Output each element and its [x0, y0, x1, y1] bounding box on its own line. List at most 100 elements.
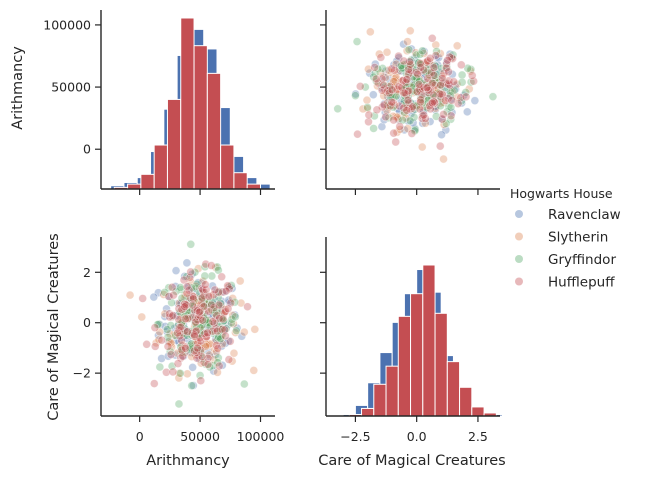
scatter-point-hufflepuff: [207, 261, 216, 270]
legend-marker-ravenclaw: [515, 210, 523, 218]
scatter-point-hufflepuff: [183, 327, 192, 337]
scatter-point-gryffindor: [384, 113, 394, 123]
scatter-point-hufflepuff: [210, 285, 220, 295]
legend: Hogwarts House Ravenclaw Slytherin Gryffin…: [510, 186, 621, 291]
scatter-point-hufflepuff: [403, 95, 413, 105]
scatter-point-hufflepuff: [190, 330, 199, 340]
scatter-point-gryffindor: [333, 104, 343, 114]
hist-care-bar-hufflepuff: [410, 293, 424, 417]
scatter-point-hufflepuff: [435, 141, 445, 151]
scatter-point-ravenclaw: [379, 115, 389, 125]
scatter-point-gryffindor: [216, 334, 225, 343]
scatter-point-gryffindor: [352, 37, 362, 46]
hist-care-bar-hufflepuff: [471, 406, 485, 417]
scatter-point-slytherin: [362, 95, 372, 105]
xlabel-arithmancy: Arithmancy: [146, 453, 230, 469]
xlabel-care: Care of Magical Creatures: [318, 453, 505, 469]
scatter-point-hufflepuff: [394, 51, 403, 61]
scatter-point-hufflepuff: [220, 325, 230, 335]
scatter-point-hufflepuff: [221, 331, 230, 341]
scatter-point-slytherin: [194, 264, 203, 273]
scatter-point-gryffindor: [461, 88, 471, 97]
panel-scatter-care-vs-arithmancy: [333, 26, 498, 164]
scatter-point-gryffindor: [175, 369, 185, 378]
scatter-point-gryffindor: [488, 92, 498, 101]
scatter-point-hufflepuff: [178, 351, 187, 361]
scatter-point-slytherin: [366, 27, 375, 37]
scatter-point-slytherin: [213, 368, 222, 377]
scatter-point-gryffindor: [190, 267, 200, 277]
scatter-point-ravenclaw: [171, 266, 181, 275]
panel-hist-arithmancy: [110, 17, 271, 190]
hist-arith-bar-hufflepuff: [206, 72, 222, 190]
scatter-point-hufflepuff: [209, 318, 219, 328]
scatter-point-gryffindor: [363, 103, 372, 112]
scatter-point-slytherin: [228, 294, 237, 303]
scatter-point-ravenclaw: [470, 96, 480, 105]
scatter-point-gryffindor: [457, 70, 467, 80]
scatter-point-slytherin: [249, 366, 259, 375]
scatter-point-gryffindor: [369, 124, 378, 133]
scatter-point-hufflepuff: [423, 74, 432, 83]
xtick-label-arith: 50000: [180, 429, 220, 444]
scatter-point-hufflepuff: [372, 105, 382, 115]
scatter-point-hufflepuff: [413, 69, 422, 79]
scatter-point-hufflepuff: [429, 63, 439, 73]
hist-care-bar-hufflepuff: [459, 386, 473, 417]
scatter-point-hufflepuff: [364, 117, 373, 127]
panel-scatter-arithmancy-vs-care: [125, 239, 260, 409]
scatter-point-hufflepuff: [402, 106, 411, 115]
hist-care-bar-hufflepuff: [361, 407, 375, 417]
scatter-point-hufflepuff: [149, 379, 159, 388]
scatter-point-gryffindor: [155, 362, 165, 372]
scatter-point-hufflepuff: [391, 137, 400, 147]
scatter-point-gryffindor: [398, 115, 407, 125]
scatter-point-hufflepuff: [195, 333, 205, 343]
scatter-point-ravenclaw: [188, 363, 197, 372]
scatter-point-hufflepuff: [163, 342, 173, 351]
ytick-label-arith: 100000: [43, 17, 91, 32]
scatter-point-slytherin: [174, 373, 184, 383]
hist-arith-bar-hufflepuff: [140, 173, 155, 190]
scatter-point-slytherin: [403, 37, 412, 46]
scatter-point-hufflepuff: [383, 86, 393, 95]
scatter-point-hufflepuff: [173, 328, 182, 338]
scatter-point-ravenclaw: [157, 354, 166, 363]
scatter-point-gryffindor: [446, 103, 456, 112]
legend-title: Hogwarts House: [510, 186, 613, 201]
scatter-point-hufflepuff: [175, 331, 185, 341]
scatter-point-ravenclaw: [218, 360, 227, 370]
ylabel-care: Care of Magical Creatures: [46, 233, 62, 420]
legend-marker-hufflepuff: [515, 277, 523, 286]
scatter-point-hufflepuff: [395, 101, 404, 111]
scatter-point-gryffindor: [240, 379, 249, 389]
hist-care-bar-hufflepuff: [397, 315, 412, 417]
scatter-point-hufflepuff: [150, 323, 160, 332]
hist-care-bar-hufflepuff: [434, 312, 448, 417]
scatter-point-hufflepuff: [439, 68, 449, 78]
scatter-point-hufflepuff: [419, 110, 429, 120]
scatter-point-hufflepuff: [443, 55, 452, 65]
scatter-point-hufflepuff: [208, 317, 218, 327]
scatter-point-hufflepuff: [191, 326, 201, 336]
scatter-point-hufflepuff: [213, 344, 223, 353]
scatter-point-hufflepuff: [449, 77, 459, 86]
hist-care-bar-hufflepuff: [385, 365, 399, 417]
scatter-point-hufflepuff: [370, 63, 379, 72]
scatter-point-gryffindor: [418, 46, 427, 56]
scatter-point-hufflepuff: [390, 66, 399, 75]
scatter-point-ravenclaw: [154, 288, 163, 298]
scatter-point-ravenclaw: [457, 98, 467, 108]
scatter-point-slytherin: [464, 84, 474, 94]
scatter-point-hufflepuff: [399, 103, 409, 113]
scatter-point-hufflepuff: [412, 87, 422, 96]
scatter-point-hufflepuff: [444, 67, 453, 77]
scatter-point-hufflepuff: [446, 111, 456, 121]
scatter-point-slytherin: [405, 26, 415, 36]
hist-care-bar-hufflepuff: [446, 361, 461, 417]
scatter-point-hufflepuff: [157, 335, 167, 345]
hist-arith-bar-hufflepuff: [220, 144, 235, 190]
scatter-point-hufflepuff: [186, 267, 195, 277]
scatter-point-hufflepuff: [192, 348, 201, 357]
scatter-point-hufflepuff: [221, 286, 231, 296]
